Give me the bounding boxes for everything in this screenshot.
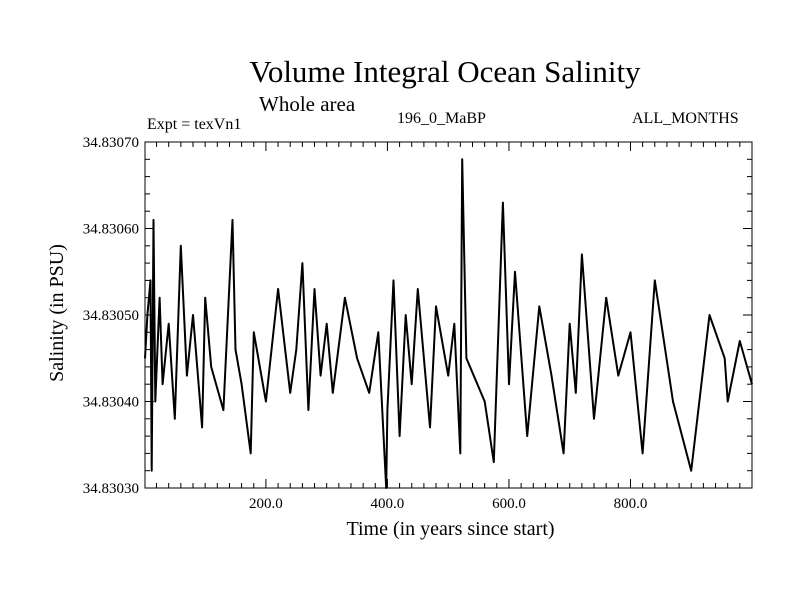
- x-tick-label: 600.0: [492, 496, 526, 512]
- y-tick-label: 34.83070: [83, 135, 139, 151]
- chart-subtitle: Whole area: [259, 92, 356, 116]
- y-tick-label: 34.83040: [83, 395, 139, 411]
- x-tick-label: 200.0: [249, 496, 283, 512]
- chart-title: Volume Integral Ocean Salinity: [249, 54, 641, 89]
- months-label: ALL_MONTHS: [632, 110, 739, 127]
- salinity-series-line: [144, 158, 753, 489]
- run-label: 196_0_MaBP: [397, 110, 486, 127]
- x-tick-label: 800.0: [614, 496, 648, 512]
- x-tick-label: 400.0: [371, 496, 405, 512]
- y-tick-label: 34.83050: [83, 308, 139, 324]
- experiment-label: Expt = texVn1: [147, 116, 242, 133]
- y-tick-label: 34.83030: [83, 481, 139, 497]
- x-axis-label: Time (in years since start): [346, 518, 554, 540]
- y-axis-label: Salinity (in PSU): [46, 244, 68, 382]
- y-tick-label: 34.83060: [83, 222, 139, 238]
